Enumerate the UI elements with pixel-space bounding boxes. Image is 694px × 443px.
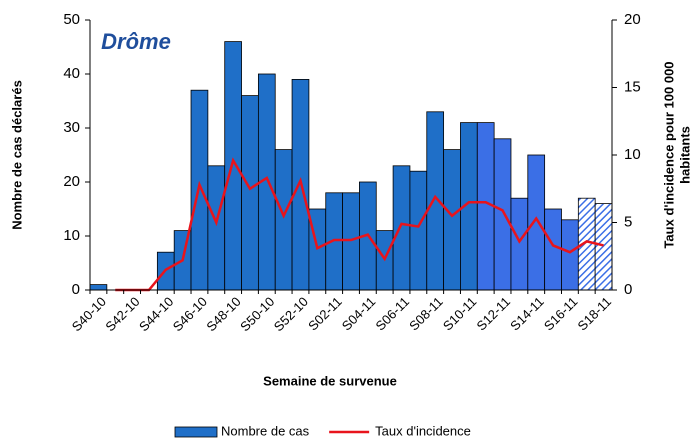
bar [342,192,360,291]
x-tick-label: S16-11 [541,294,581,334]
y-tick-label: 0 [72,281,80,298]
x-tick-label: S40-10 [69,294,109,334]
x-tick-label: S48-10 [203,294,243,334]
x-tick-label: S52-10 [271,294,311,334]
y2-axis-label: habitants [677,126,692,184]
x-tick-label: S12-11 [474,294,514,334]
bar [224,41,242,291]
x-tick-label: S06-11 [372,294,412,334]
legend-label: Taux d'incidence [375,423,471,438]
y2-tick-label: 15 [624,78,641,95]
line [115,157,604,292]
y-tick-label: 40 [63,65,80,82]
y-tick-label: 10 [63,227,80,244]
x-tick-label: S14-11 [507,294,547,334]
y2-tick-label: 20 [624,11,641,28]
bar [426,111,445,291]
bar [594,203,613,291]
x-tick-label: S18-11 [575,294,615,334]
x-tick-label: S46-10 [170,294,210,334]
x-tick-label: S44-10 [136,294,176,334]
y2-tick-label: 10 [624,146,641,163]
legend-label: Nombre de cas [221,423,310,438]
x-tick-label: S50-10 [237,294,277,334]
bar [207,165,226,291]
y2-tick-label: 0 [624,281,632,298]
bar [89,284,108,291]
legend-swatch [174,426,218,438]
bar [443,149,461,291]
x-tick-label: S10-11 [440,294,480,334]
y-tick-label: 50 [63,11,80,28]
bar [544,208,562,291]
x-axis-label: Semaine de survenue [263,373,397,388]
bar [409,170,428,291]
x-tick-label: S04-11 [339,294,379,334]
x-tick-label: S08-11 [406,294,446,334]
bar [527,154,546,291]
x-tick-label: S02-11 [305,294,345,334]
bar [274,149,293,291]
y-tick-label: 20 [63,173,80,190]
bar [493,138,512,291]
bar [392,165,411,291]
y-tick-label: 30 [63,119,80,136]
bar [241,95,259,291]
bar [561,219,579,291]
y-axis-label: Nombre de cas déclarés [9,80,24,230]
x-tick-label: S42-10 [102,294,142,334]
bar [510,197,529,291]
y2-tick-label: 5 [624,213,632,230]
chart-title: Drôme [101,29,171,54]
y2-axis-label: Taux d'incidence pour 100 000 [661,61,676,248]
